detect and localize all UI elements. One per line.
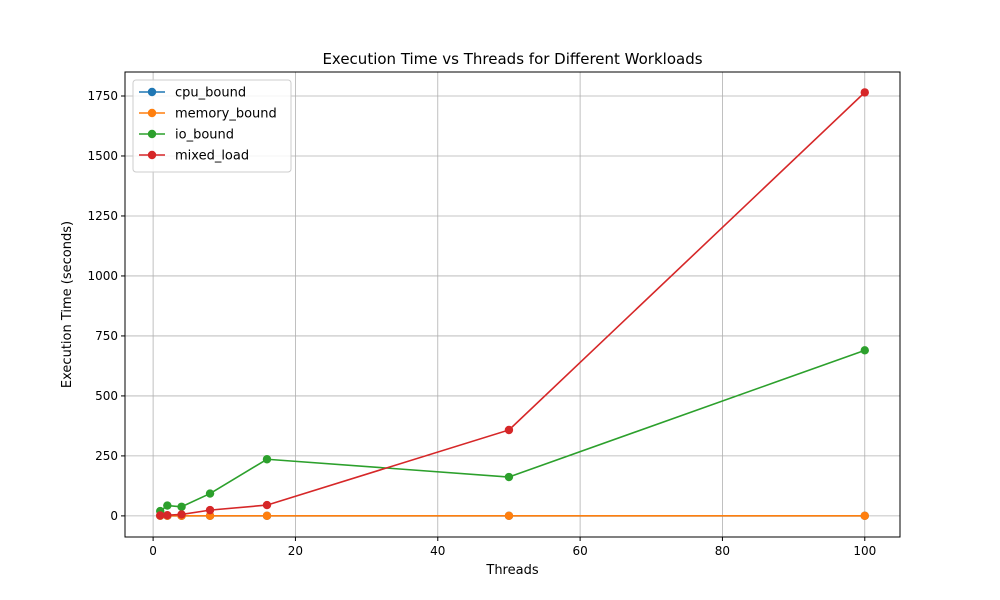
x-tick-label: 20 (288, 544, 303, 558)
data-point-mixed_load (163, 510, 172, 520)
legend-marker (147, 108, 157, 118)
x-tick-label: 100 (853, 544, 876, 558)
legend-marker (147, 150, 157, 160)
grid (125, 72, 900, 537)
data-point-mixed_load (860, 88, 869, 97)
data-point-memory_bound (504, 511, 514, 520)
data-point-mixed_load (177, 510, 186, 519)
data-point-io_bound (504, 472, 514, 482)
data-point-io_bound (262, 455, 272, 464)
x-tick-label: 40 (430, 544, 445, 558)
y-tick-label: 1500 (87, 149, 118, 163)
legend-box (132, 79, 292, 173)
legend-item-io_bound: io_bound (139, 128, 234, 143)
data-point-io_bound (163, 501, 172, 510)
y-tick-label: 0 (110, 509, 118, 523)
legend-marker (147, 87, 157, 97)
y-tick-label: 500 (95, 389, 118, 403)
x-tick-label: 0 (149, 544, 157, 558)
legend-label: cpu_bound (175, 86, 246, 101)
x-tick-label: 60 (572, 544, 587, 558)
y-axis-label: Execution Time (seconds) (60, 221, 75, 388)
data-point-mixed_load (205, 505, 215, 515)
legend-label: io_bound (175, 128, 234, 143)
legend: cpu_bound memory_bound io_bound mixed_load (132, 79, 292, 173)
legend-item-cpu_bound: cpu_bound (139, 86, 246, 101)
legend-item-memory_bound: memory_bound (139, 107, 277, 122)
data-point-io_bound (177, 502, 186, 511)
chart-title: Execution Time vs Threads for Different … (322, 50, 702, 68)
y-tick-label: 750 (95, 329, 118, 343)
legend-item-mixed_load: mixed_load (139, 149, 249, 164)
series-layer (156, 88, 869, 521)
series-mixed_load (156, 88, 869, 520)
legend-label: memory_bound (175, 107, 277, 122)
data-point-io_bound (860, 346, 869, 355)
legend-marker (147, 129, 157, 139)
legend-label: mixed_load (175, 149, 249, 164)
data-point-memory_bound (262, 511, 272, 520)
data-point-memory_bound (860, 511, 869, 520)
y-tick-label: 1250 (87, 209, 118, 223)
x-axis-label: Threads (485, 563, 538, 578)
data-point-mixed_load (262, 500, 272, 510)
data-point-io_bound (205, 489, 215, 498)
y-tick-label: 250 (95, 449, 118, 463)
y-tick-label: 1750 (87, 89, 118, 103)
data-point-mixed_load (504, 425, 514, 435)
data-point-mixed_load (156, 511, 165, 520)
axes-frame (124, 71, 901, 538)
y-tick-label: 1000 (87, 269, 118, 283)
x-tick-label: 80 (715, 544, 730, 558)
